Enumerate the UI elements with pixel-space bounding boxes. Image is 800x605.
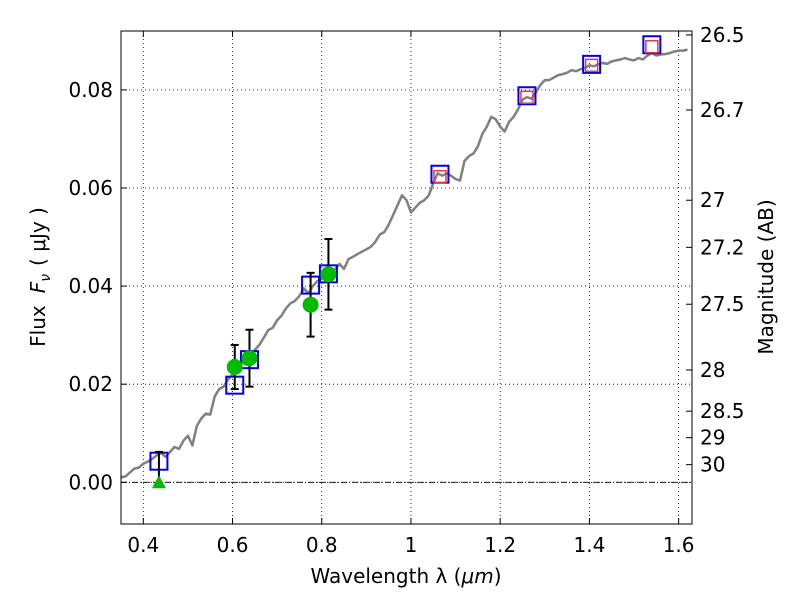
nir-point-square xyxy=(433,169,447,184)
x-tick-label: 1.6 xyxy=(663,533,695,557)
x-tick-label: 0.4 xyxy=(127,533,159,557)
x-axis-title-unit: μm xyxy=(460,564,493,588)
y-axis-title-unit: ( μJy ) xyxy=(26,207,50,266)
nir-point-square xyxy=(584,58,599,73)
model-band-square xyxy=(517,86,537,106)
x-axis-title-end: ) xyxy=(494,564,502,588)
upper-limit-triangle xyxy=(151,475,166,489)
y-axis-title-sub: ν xyxy=(38,274,54,282)
observed-point xyxy=(226,359,243,376)
x-tick-label: 0.8 xyxy=(306,533,338,557)
y-tick-label: 0.06 xyxy=(68,176,113,200)
y2-tick-label: 26.5 xyxy=(700,23,745,47)
model-sed-curve xyxy=(120,48,688,479)
observed-point xyxy=(241,350,258,367)
x-axis-title-text: Wavelength λ ( xyxy=(310,564,461,588)
y-tick-label: 0.02 xyxy=(68,372,113,396)
y2-tick-label: 26.7 xyxy=(700,98,745,122)
y-axis-title: Flux Fν ( μJy ) xyxy=(26,207,54,347)
x-tick-label: 1.4 xyxy=(573,533,605,557)
y-axis-title-text: Flux xyxy=(26,305,50,347)
y2-tick-label: 27 xyxy=(700,188,725,212)
observed-point xyxy=(320,266,337,283)
x-tick-label: 1.2 xyxy=(484,533,516,557)
y2-tick-label: 28.5 xyxy=(700,399,745,423)
grid xyxy=(121,31,692,524)
x-axis-title: Wavelength λ (μm) xyxy=(310,564,501,588)
y2-tick-label: 27.5 xyxy=(700,292,745,316)
observed-point xyxy=(302,296,319,313)
plot-frame xyxy=(120,30,693,525)
y2-tick-label: 28 xyxy=(700,358,725,382)
tick-layer: 0.4 0.6 0.8 1 1.2 1.4 1.6 0.00 0.02 0.04 0.06 0.08 2… xyxy=(68,23,744,557)
nir-point-square xyxy=(645,39,659,54)
y-axis-title-symbol: F xyxy=(26,281,50,293)
y-tick-label: 0.08 xyxy=(68,78,113,102)
model-layer xyxy=(120,48,688,479)
y2-tick-label: 27.2 xyxy=(700,235,745,259)
x-tick-label: 1 xyxy=(405,533,418,557)
model-band-square xyxy=(582,54,602,74)
y-tick-label: 0.00 xyxy=(68,470,113,494)
y-tick-label: 0.04 xyxy=(68,274,113,298)
nir-point-square xyxy=(520,90,534,104)
marker-layer xyxy=(149,35,662,489)
y2-tick-label: 29 xyxy=(700,426,725,450)
y2-tick-label: 30 xyxy=(700,453,725,477)
x-tick-label: 0.6 xyxy=(217,533,249,557)
y2-axis-title: Magnitude (AB) xyxy=(754,199,778,354)
